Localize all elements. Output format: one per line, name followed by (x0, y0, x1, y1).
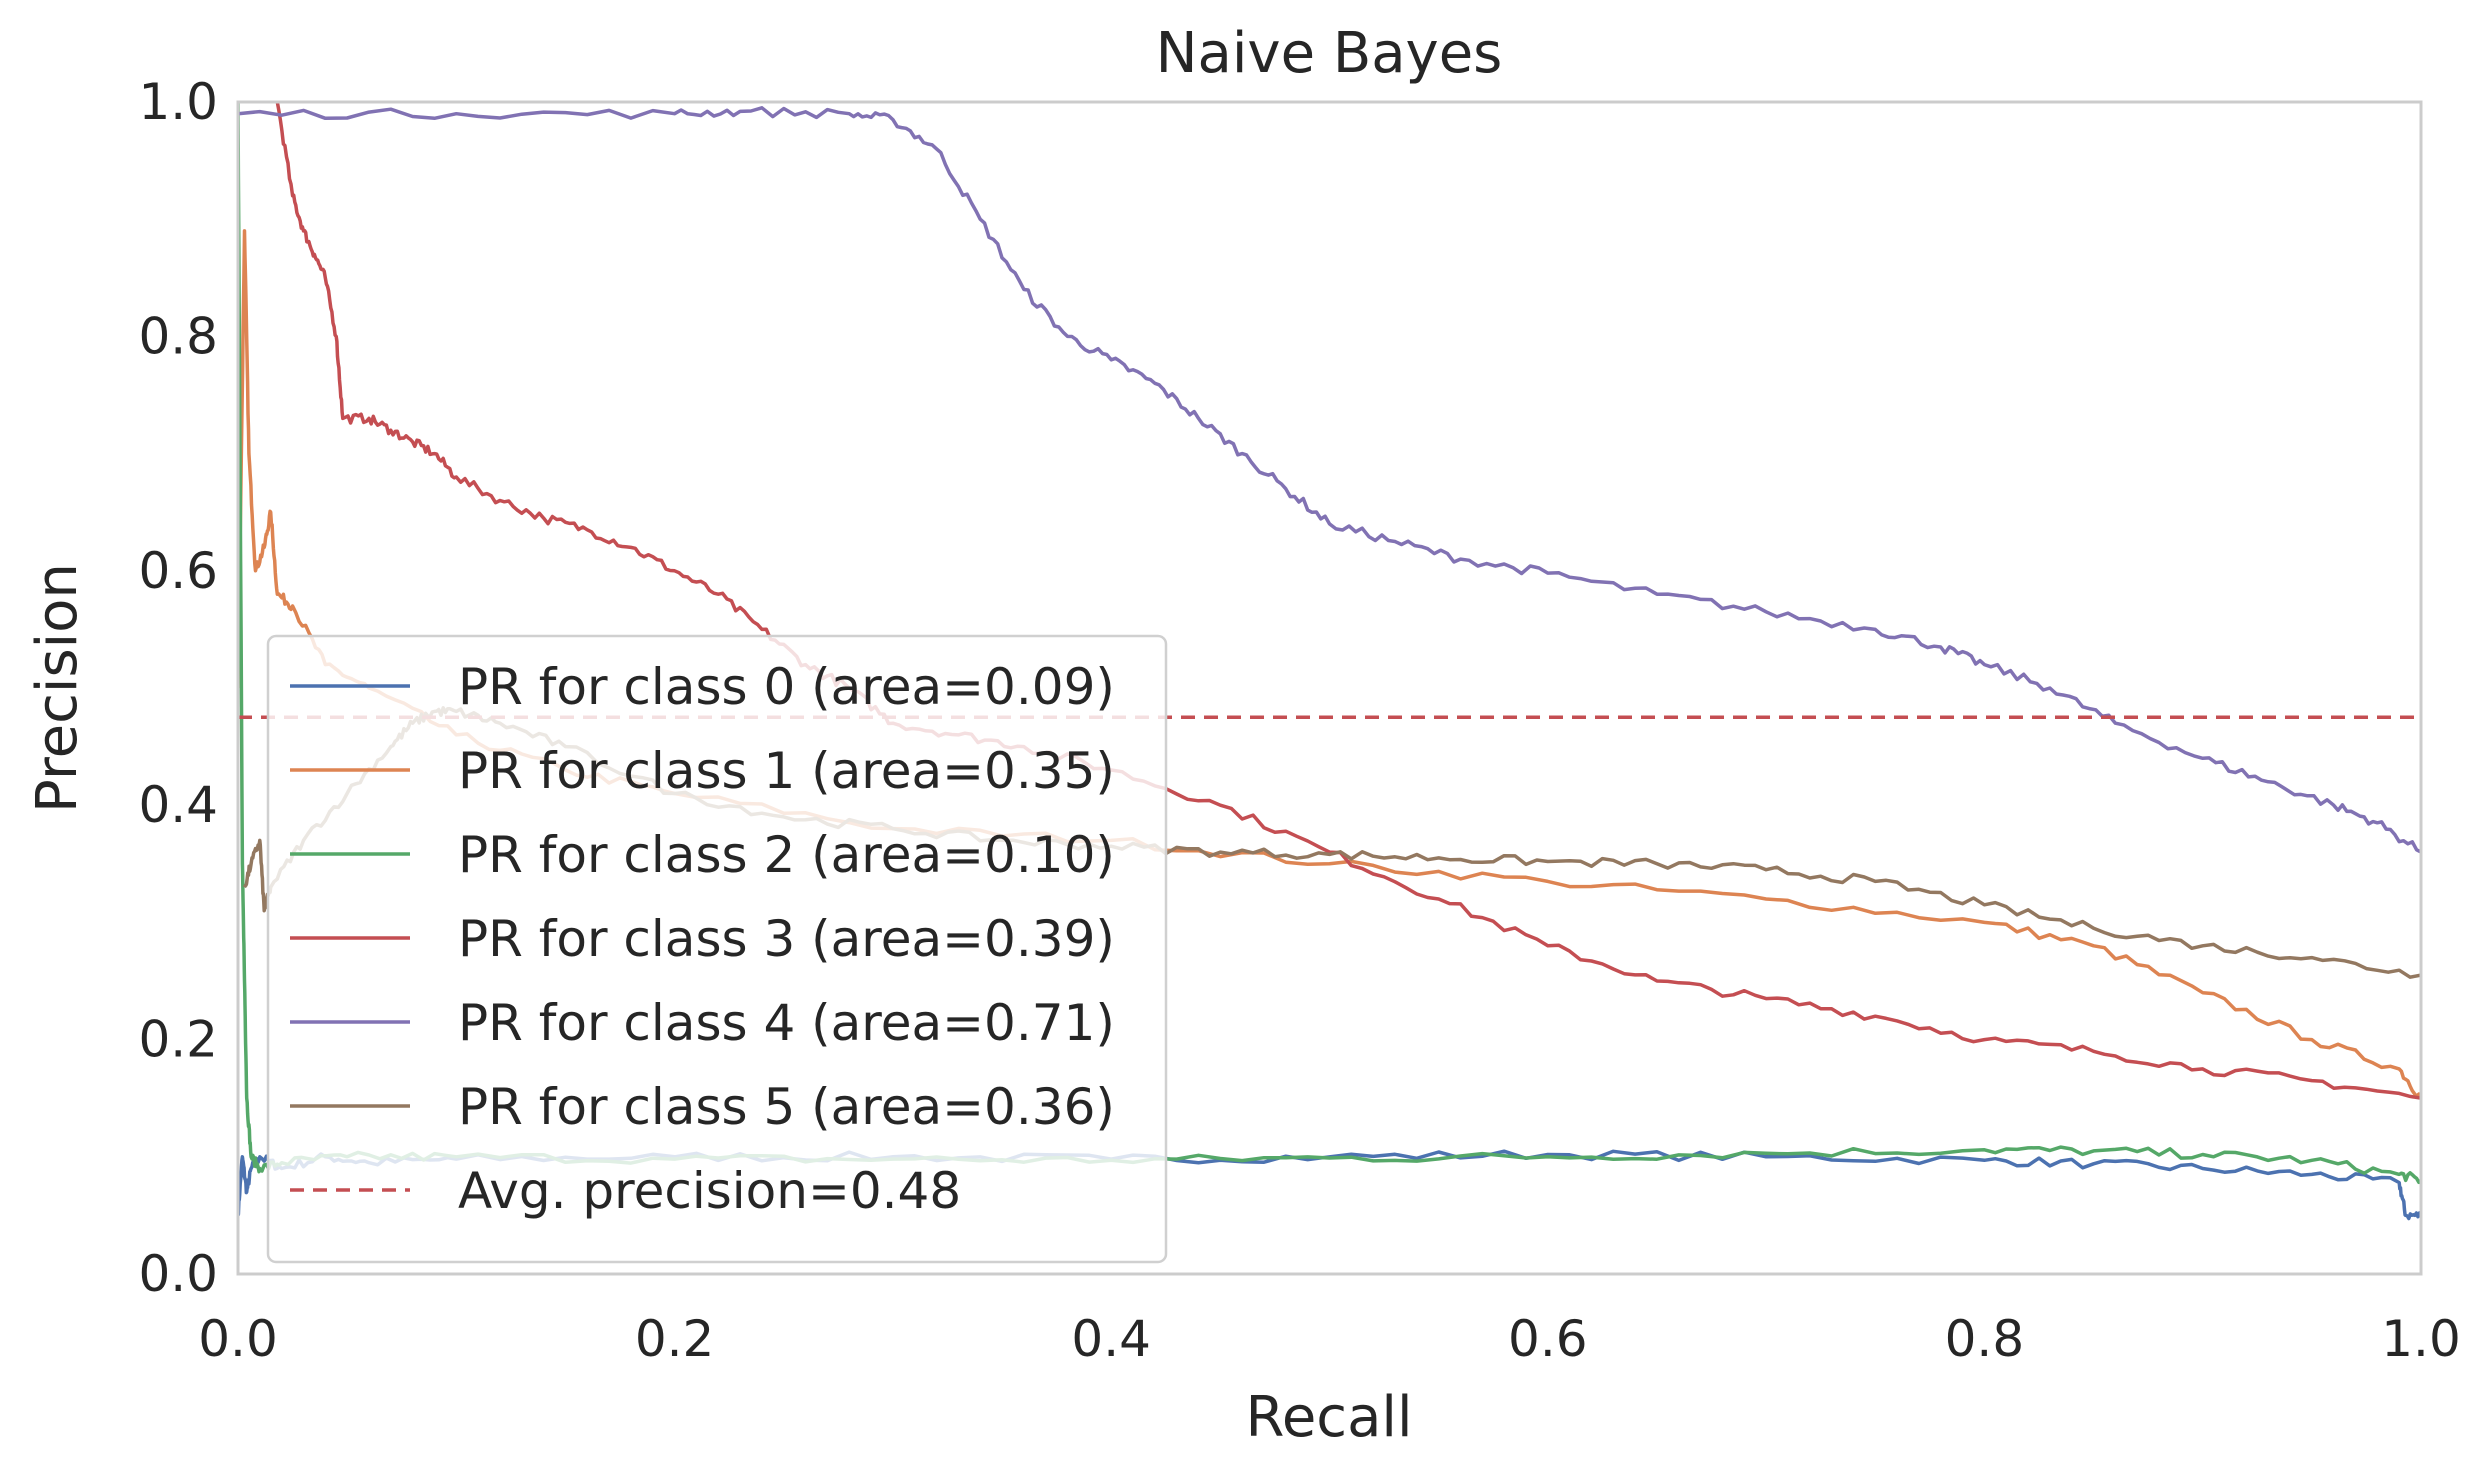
plot-frame (236, 100, 2423, 1276)
y-tick-label: 0.0 (138, 1245, 218, 1303)
x-tick-label: 1.0 (2381, 1310, 2461, 1368)
x-axis-label: Recall (1245, 1385, 1412, 1450)
x-tick-label: 0.6 (1508, 1310, 1588, 1368)
legend-entry-label: Avg. precision=0.48 (458, 1162, 961, 1220)
y-tick-label: 0.6 (138, 542, 218, 600)
x-tick-label: 0.8 (1945, 1310, 2025, 1368)
y-tick-label: 0.8 (138, 307, 218, 365)
legend-box (266, 634, 1168, 1264)
y-tick-label: 0.2 (138, 1011, 218, 1069)
legend-entry-label: PR for class 4 (area=0.71) (458, 994, 1115, 1052)
legend-entry-label: PR for class 2 (area=0.10) (458, 826, 1115, 884)
x-tick-label: 0.0 (198, 1310, 278, 1368)
legend-entry-label: PR for class 1 (area=0.35) (458, 742, 1115, 800)
y-tick-label: 1.0 (138, 73, 218, 131)
x-tick-label: 0.2 (635, 1310, 715, 1368)
legend: PR for class 0 (area=0.09) PR for class 1… (266, 634, 1168, 1264)
x-axis-ticks: 0.0 0.2 0.4 0.6 0.8 1.0 (198, 1310, 2461, 1368)
legend-entry-label: PR for class 0 (area=0.09) (458, 658, 1115, 716)
y-axis-label: Precision (25, 563, 90, 813)
y-axis-ticks: 0.0 0.2 0.4 0.6 0.8 1.0 (138, 73, 218, 1303)
chart-title: Naive Bayes (1156, 21, 1503, 86)
y-tick-label: 0.4 (138, 776, 218, 834)
legend-entry-label: PR for class 5 (area=0.36) (458, 1078, 1115, 1136)
x-tick-label: 0.4 (1071, 1310, 1151, 1368)
series-line-3 (275, 102, 2421, 1100)
legend-entry-label: PR for class 3 (area=0.39) (458, 910, 1115, 968)
series-line-4 (238, 106, 2421, 854)
